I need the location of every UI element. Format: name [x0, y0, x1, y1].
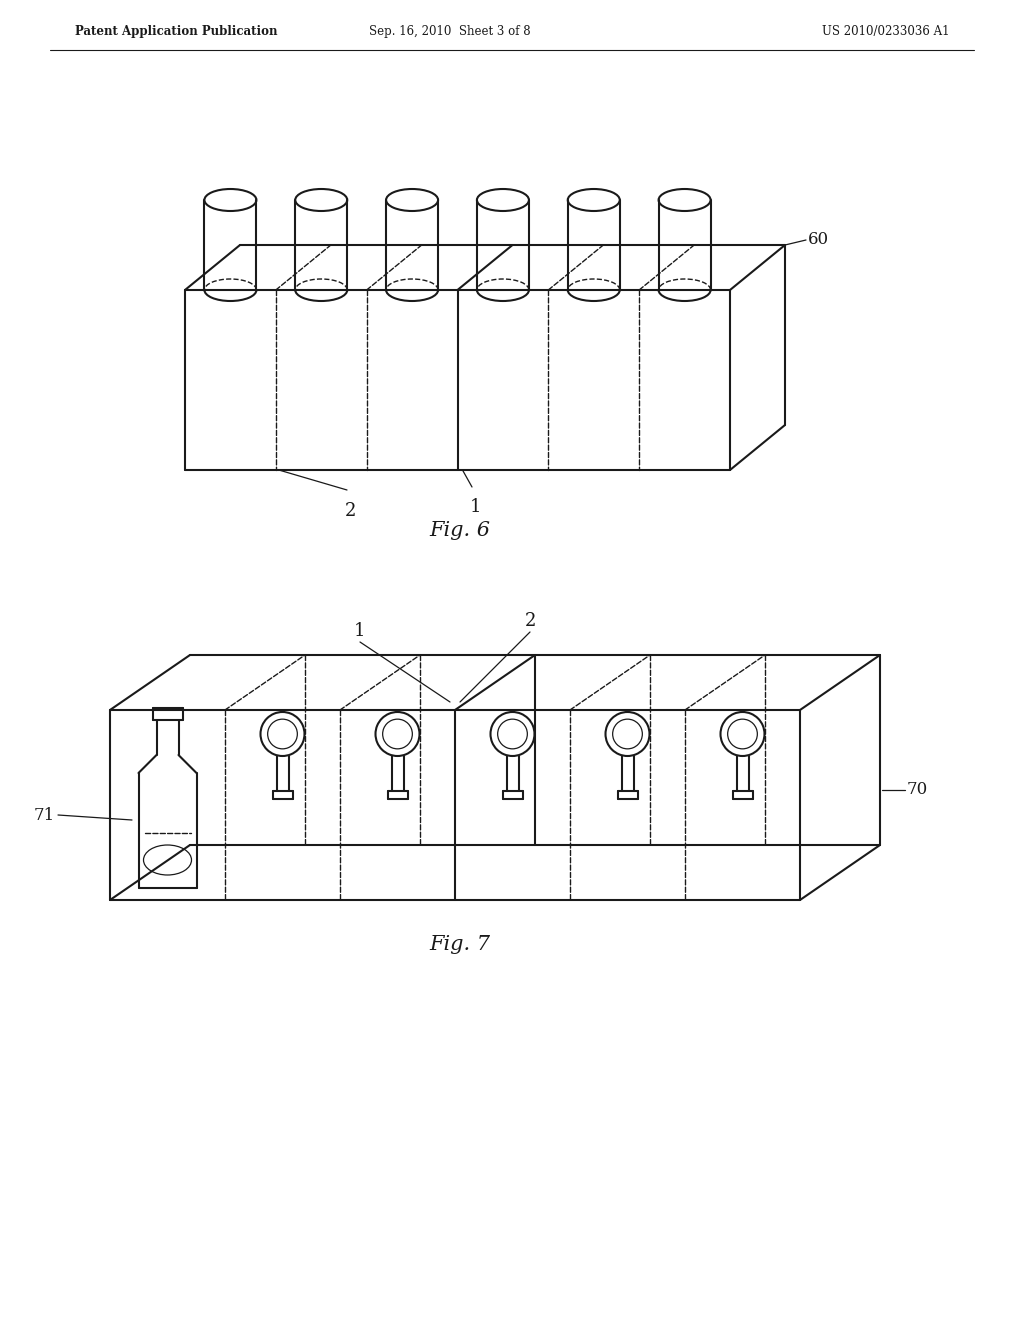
Text: 1: 1: [354, 622, 366, 640]
Text: 71: 71: [34, 807, 55, 824]
Text: 60: 60: [808, 231, 829, 248]
Text: 1: 1: [469, 498, 480, 516]
Text: 70: 70: [907, 781, 928, 799]
Text: Patent Application Publication: Patent Application Publication: [75, 25, 278, 38]
Text: 2: 2: [344, 502, 355, 520]
Text: Fig. 7: Fig. 7: [429, 936, 490, 954]
Text: 2: 2: [524, 612, 536, 630]
Text: US 2010/0233036 A1: US 2010/0233036 A1: [822, 25, 950, 38]
Text: Sep. 16, 2010  Sheet 3 of 8: Sep. 16, 2010 Sheet 3 of 8: [370, 25, 530, 38]
Text: Fig. 6: Fig. 6: [429, 520, 490, 540]
